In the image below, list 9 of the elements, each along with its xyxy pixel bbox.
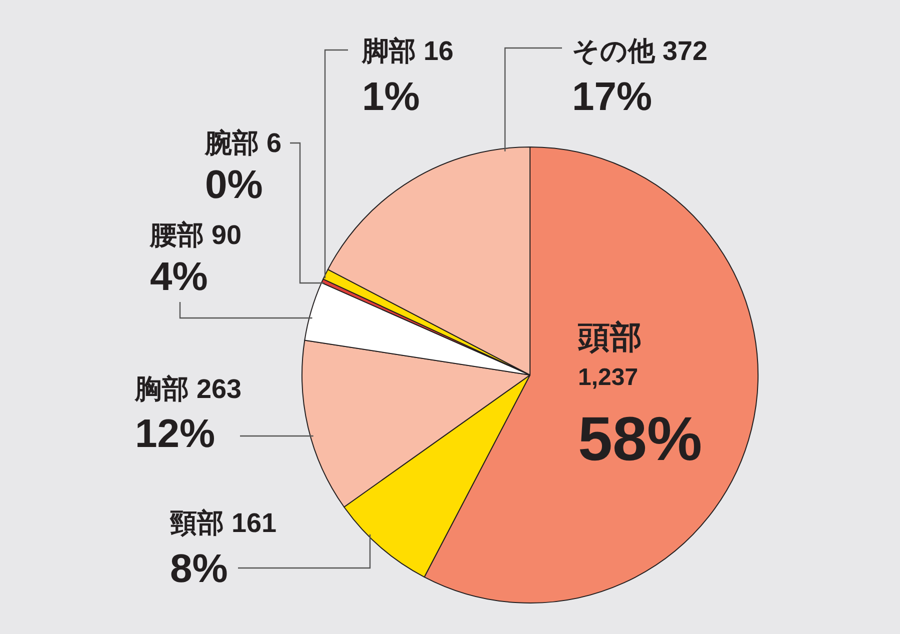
slice-label: 腰部 90 — [149, 220, 242, 250]
slice-label: 腕部 6 — [204, 128, 282, 158]
slice-label: その他 372 — [572, 36, 708, 66]
text: 58% — [578, 405, 702, 474]
data-label: 1,237 — [578, 364, 638, 391]
slice-label: 頸部 161 — [169, 508, 277, 538]
slice-label: 頭部 — [577, 319, 642, 355]
slice-label: 胸部 263 — [134, 374, 242, 404]
slice-label: 脚部 16 — [361, 36, 454, 66]
